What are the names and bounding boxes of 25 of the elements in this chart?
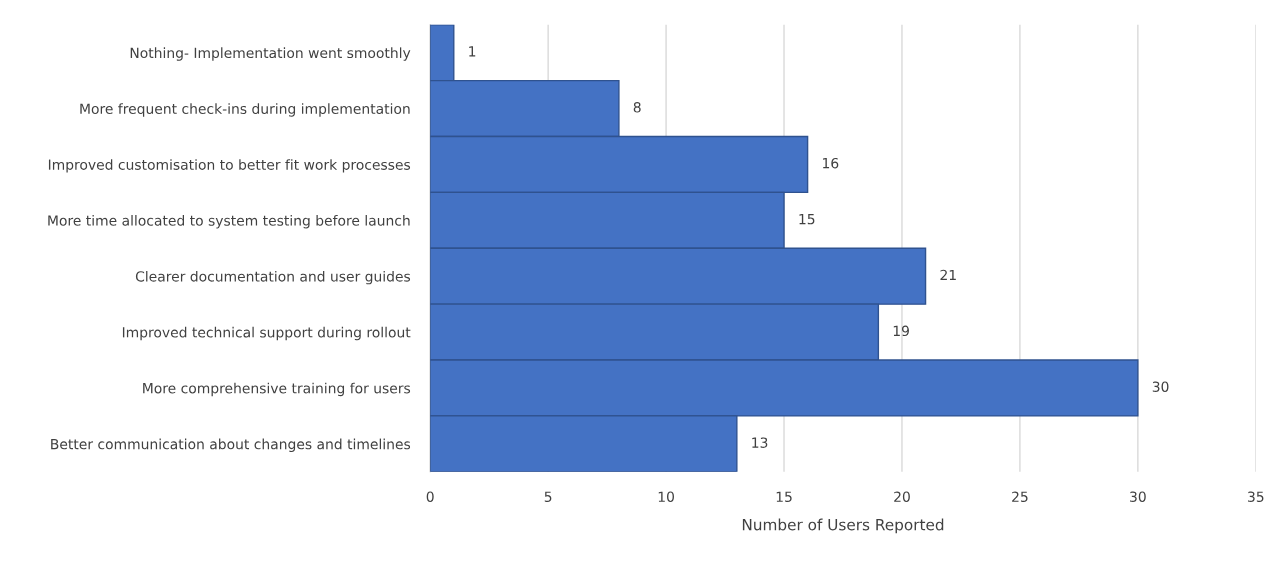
y-tick-label: Nothing- Implementation went smoothly: [130, 47, 411, 61]
y-tick-label: Improved technical support during rollout: [122, 326, 411, 341]
x-tick-label: 0: [426, 491, 434, 502]
x-tick-label: 35: [1248, 491, 1264, 502]
data-label: 30: [1152, 381, 1169, 392]
data-label: 19: [893, 325, 909, 337]
data-label: 1: [469, 46, 476, 57]
y-tick-label: More frequent check-ins during implementation: [80, 103, 410, 117]
x-tick-label: 10: [658, 491, 674, 502]
data-label: 16: [823, 157, 839, 169]
x-tick-label: 15: [776, 491, 792, 502]
y-tick-label: Improved customisation to better fit work processes: [48, 159, 411, 173]
y-tick-label: Better communication about changes and timelines: [51, 438, 411, 453]
data-label: 13: [752, 437, 768, 448]
x-tick-label: 20: [894, 491, 910, 502]
x-tick-label: 30: [1130, 491, 1146, 502]
y-tick-label: More comprehensive training for users: [143, 382, 411, 397]
y-tick-label: More time allocated to system testing before launch: [48, 215, 410, 229]
data-label: 15: [799, 214, 815, 225]
data-label: 8: [633, 102, 641, 113]
x-tick-label: 5: [544, 491, 552, 502]
y-tick-label: Clearer documentation and user guides: [135, 270, 411, 285]
x-axis-title: Number of Users Reported: [742, 518, 944, 534]
x-tick-label: 25: [1012, 491, 1028, 502]
data-label: 21: [940, 269, 956, 281]
